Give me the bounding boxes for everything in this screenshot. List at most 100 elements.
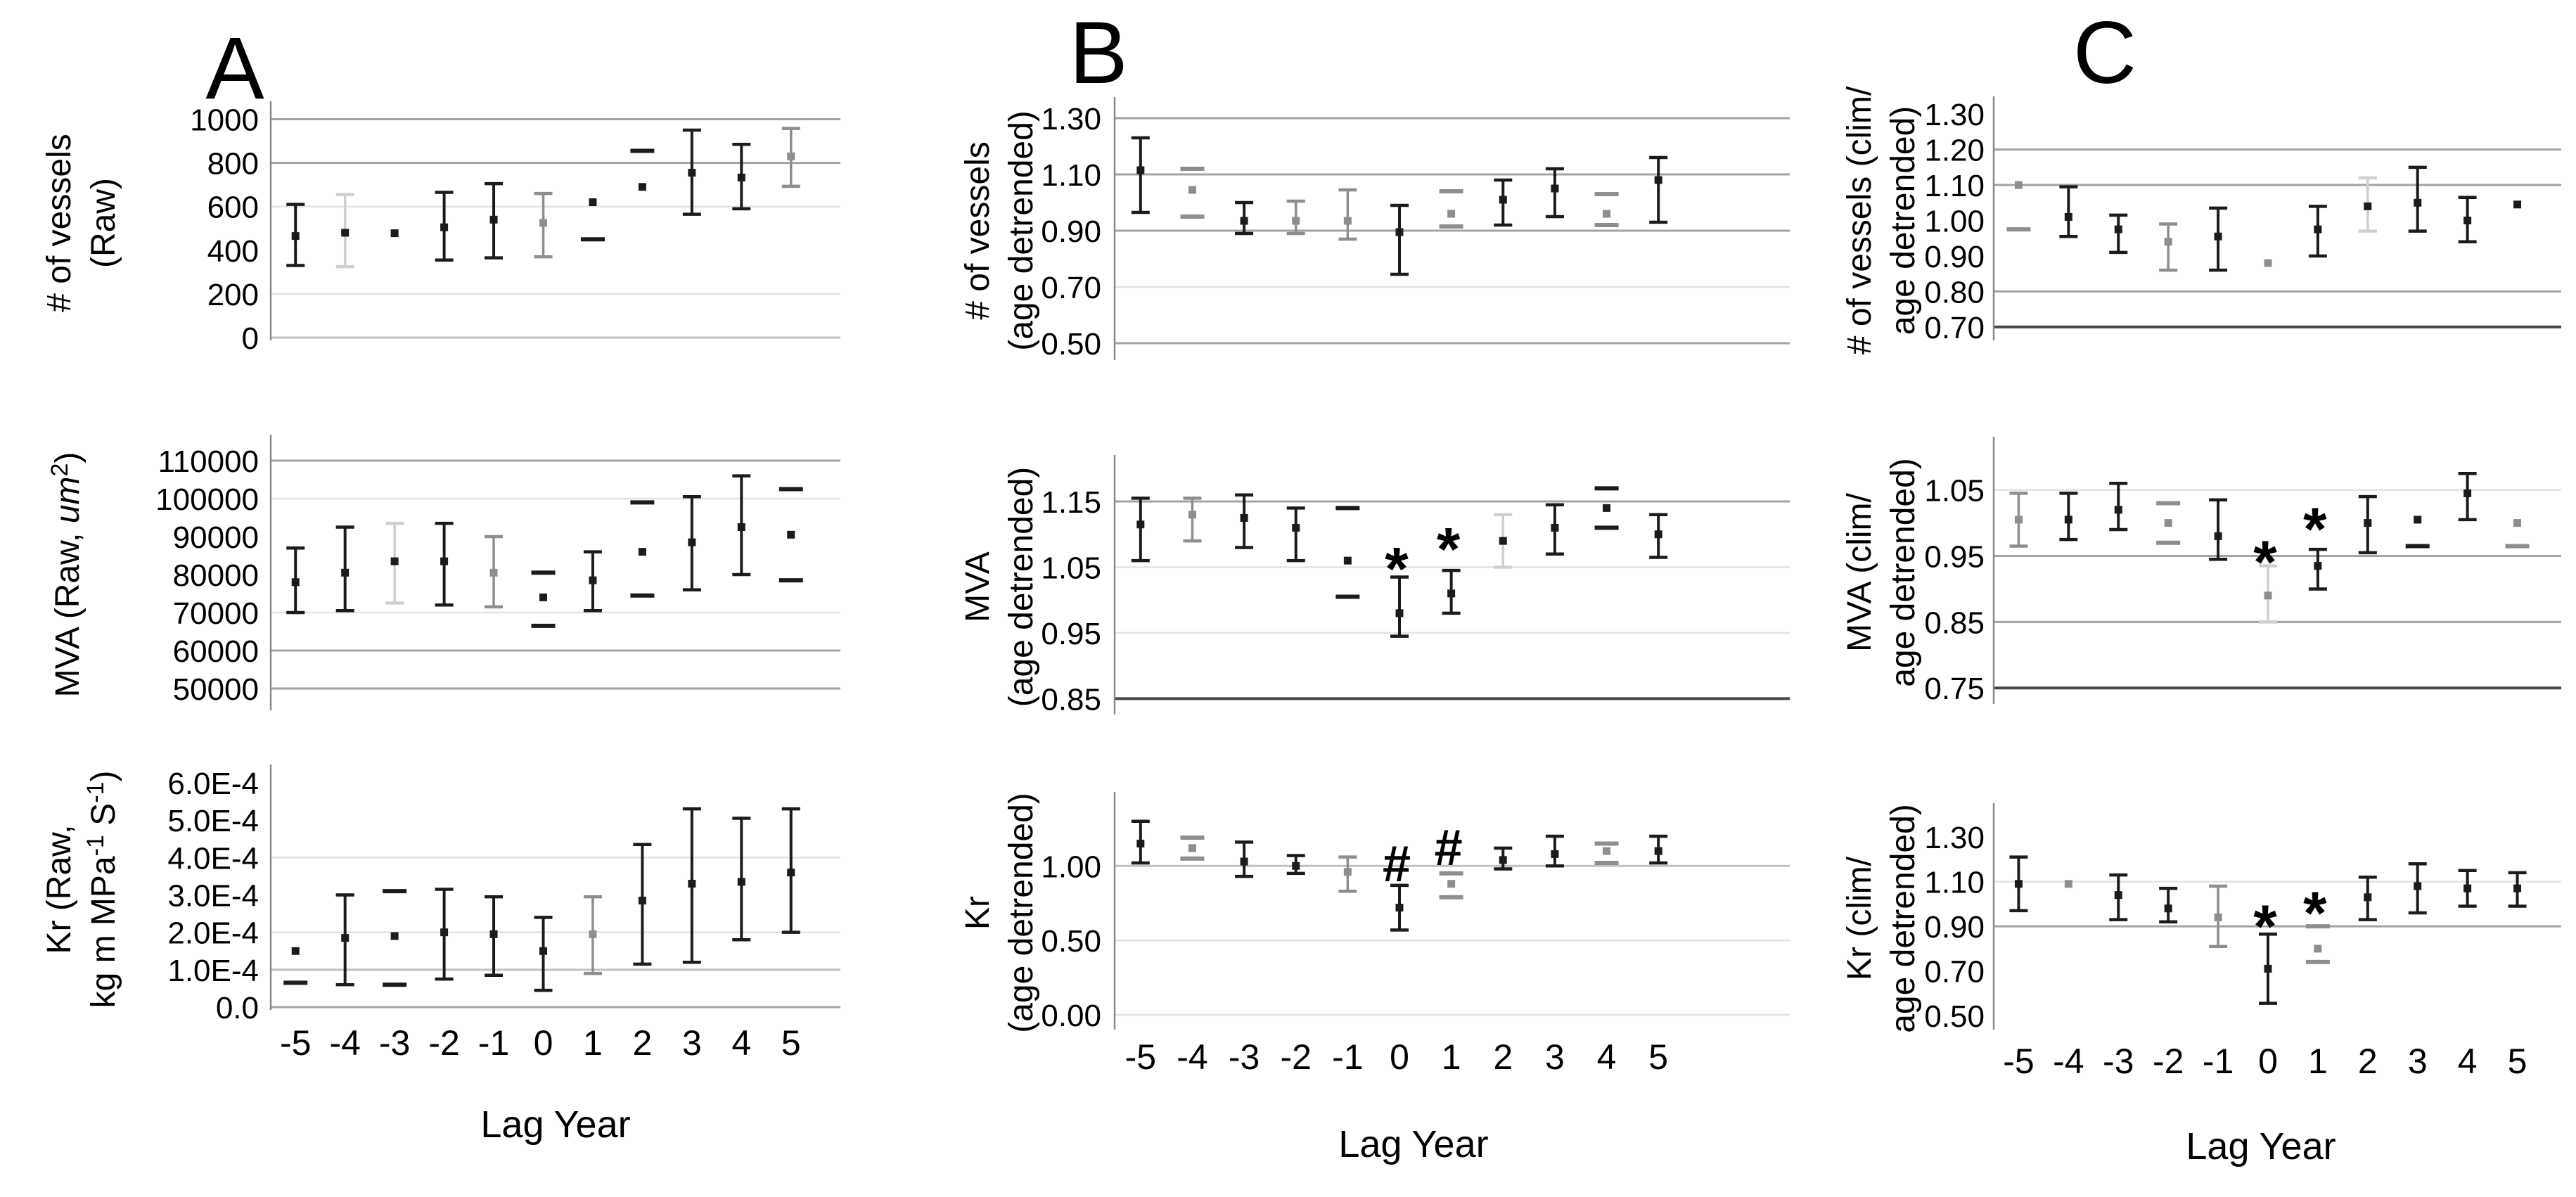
chart-C2: 1.05 0.95 0.85 0.75 MVA (clim/age detrended)… — [1841, 437, 2561, 706]
mean-marker — [2064, 212, 2072, 221]
x-tick-label: 1 — [2308, 1042, 2328, 1081]
mean-marker — [638, 896, 646, 904]
y-tick-label: 0.70 — [1924, 311, 1985, 345]
data-point — [732, 817, 751, 942]
y-tick-label: 50000 — [173, 672, 259, 707]
data-point — [580, 198, 605, 242]
mean-marker — [291, 232, 300, 241]
mean-marker — [2214, 913, 2222, 921]
data-point — [2109, 213, 2128, 255]
y-tick-label: 0.85 — [1924, 606, 1985, 640]
chart-B3: 1.00 0.50 0.00 Kr (age detrended) # # -5 -4 -3 -2-… — [959, 792, 1790, 1165]
data-point — [2458, 869, 2477, 908]
mean-marker — [688, 538, 696, 546]
y-tick-label: 1.30 — [1041, 102, 1101, 136]
mean-marker — [2214, 532, 2222, 540]
panel-letter-B: B — [1069, 4, 1127, 102]
data-point — [630, 500, 655, 598]
data-point: * — [2303, 496, 2327, 591]
mean-marker — [1188, 511, 1196, 519]
data-point — [1286, 506, 1305, 563]
mean-marker — [1343, 868, 1352, 876]
y-tick-label: 0.80 — [1924, 275, 1985, 309]
x-tick-label: -1 — [478, 1023, 509, 1063]
significance-mark: * — [2303, 496, 2327, 563]
y-tick-label: 200 — [207, 278, 259, 312]
mean-marker — [2264, 259, 2272, 267]
mean-marker — [1551, 184, 1559, 193]
mean-marker — [291, 947, 300, 955]
mean-marker — [638, 183, 646, 191]
data-point — [435, 888, 454, 981]
data-point — [1594, 841, 1619, 866]
mean-marker — [2314, 225, 2322, 233]
y-tick-label: 0.75 — [1924, 672, 1985, 706]
mean-marker — [737, 523, 745, 531]
mean-marker — [2314, 945, 2322, 953]
x-tick-label: -4 — [2053, 1042, 2084, 1081]
mean-marker — [1136, 520, 1145, 529]
data-point — [2209, 498, 2228, 561]
panel-letter-A: A — [205, 20, 264, 117]
y-tick-label: 0.50 — [1041, 924, 1101, 959]
y-axis-title: age detrended) — [1885, 106, 1922, 335]
data-point — [630, 148, 655, 191]
mean-marker — [539, 947, 547, 955]
data-point — [732, 142, 751, 211]
significance-mark: * — [1437, 516, 1461, 583]
y-axis-title: # of vessels (clim/ — [1841, 86, 1878, 354]
x-tick-label: -5 — [1125, 1037, 1156, 1077]
x-tick-label: -3 — [1229, 1037, 1260, 1077]
data-point — [1286, 854, 1305, 876]
x-tick-label: 0 — [534, 1023, 553, 1063]
data-point — [2109, 482, 2128, 532]
mean-marker — [489, 215, 498, 224]
panel-letter-C: C — [2073, 4, 2136, 102]
y-axis-title: (Raw) — [85, 178, 122, 268]
data-point — [390, 229, 399, 238]
data-point — [1649, 155, 1668, 224]
mean-marker — [787, 869, 795, 877]
y-tick-label: 4.0E-4 — [167, 841, 259, 876]
data-point — [435, 191, 454, 262]
data-point: * — [2253, 893, 2277, 1005]
y-tick-label: 1.15 — [1041, 485, 1101, 520]
data-point — [2408, 165, 2427, 233]
data-point — [435, 521, 454, 607]
mean-marker — [589, 198, 597, 207]
data-point — [1649, 513, 1668, 559]
mean-marker — [2463, 489, 2472, 497]
mean-marker — [1551, 850, 1559, 858]
x-axis-title: Lag Year — [2186, 1125, 2335, 1167]
x-tick-label: 1 — [583, 1023, 603, 1063]
y-tick-label: 1.20 — [1924, 134, 1985, 168]
mean-marker — [1447, 589, 1456, 598]
y-tick-label: 0.95 — [1924, 540, 1985, 575]
data-point — [583, 550, 602, 613]
x-tick-label: 3 — [2408, 1042, 2428, 1081]
x-tick-label: -4 — [329, 1023, 360, 1063]
mean-marker — [1292, 523, 1300, 532]
y-axis-title: (age detrended) — [1003, 467, 1040, 708]
data-point — [2308, 205, 2327, 258]
y-axis-title: (age detrended) — [1003, 793, 1040, 1033]
x-tick-label: -3 — [2103, 1042, 2134, 1081]
mean-marker — [2364, 893, 2372, 902]
data-point — [2513, 200, 2522, 209]
mean-marker — [2064, 516, 2072, 524]
mean-marker — [539, 219, 547, 227]
y-tick-label: 100000 — [155, 482, 259, 517]
mean-marker — [390, 932, 399, 940]
mean-marker — [1343, 217, 1352, 225]
data-point — [2156, 501, 2181, 545]
y-tick-label: 1.05 — [1041, 551, 1101, 585]
data-point — [682, 495, 701, 591]
data-point — [485, 181, 504, 260]
data-point — [2159, 222, 2178, 272]
data-point — [1180, 836, 1205, 861]
chart-C1: 1.301.201.101.000.900.800.70 # of vessels… — [1841, 86, 2561, 354]
x-tick-label: -2 — [428, 1023, 459, 1063]
